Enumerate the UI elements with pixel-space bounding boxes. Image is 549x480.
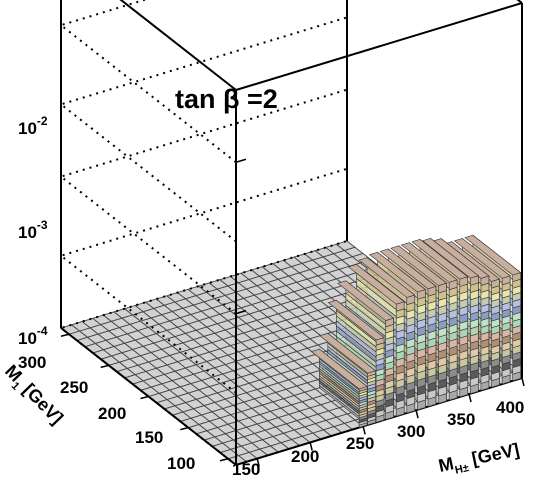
bar-top <box>453 238 511 279</box>
gridlines <box>58 0 348 466</box>
x-tick-label: 200 <box>291 447 319 466</box>
bar-top <box>379 248 437 290</box>
bar-top <box>310 348 368 390</box>
x-tick-mark <box>256 458 260 467</box>
x-tick-mark <box>468 393 472 403</box>
y-tick-mark <box>60 333 70 337</box>
x-tick-mark <box>415 410 419 419</box>
bar-top <box>327 299 385 341</box>
gridline <box>58 167 348 394</box>
y-tick-label: 100 <box>167 454 195 473</box>
bars <box>310 234 522 428</box>
gridline <box>58 88 348 315</box>
x-tick-label: 350 <box>447 410 475 429</box>
x-tick-label: 150 <box>232 460 260 479</box>
x-axis-tick-labels: 150 200 250 300 350 400 <box>232 398 524 479</box>
box-front-edges <box>119 0 523 465</box>
x-axis-title: MH± [GeV] <box>437 439 522 480</box>
x-tick-mark <box>309 442 313 451</box>
y-tick-mark <box>140 395 149 400</box>
bar-top <box>421 238 479 279</box>
z-tick-label: 10-3 <box>18 218 48 242</box>
z-tick-label: 10-2 <box>18 114 48 138</box>
z-tick-mark <box>235 309 247 315</box>
box-edge <box>235 2 523 91</box>
z-tick-mark <box>235 158 247 163</box>
y-tick-label: 200 <box>98 404 126 423</box>
gridline <box>58 16 348 243</box>
y-axis-tick-labels: 300 250 200 150 100 <box>18 353 195 473</box>
y-tick-label: 150 <box>135 428 163 447</box>
bar-top <box>369 251 426 293</box>
bar-top <box>390 245 448 286</box>
bar-top <box>411 239 469 280</box>
z-axis-labels: 10-4 10-3 10-2 <box>18 114 48 348</box>
y-tick-mark <box>100 364 109 369</box>
gridline <box>58 240 348 466</box>
axis-ticks <box>60 158 525 467</box>
bar-top <box>347 264 405 305</box>
y-tick-label: 300 <box>18 353 46 372</box>
bar-top <box>337 280 395 321</box>
y-tick-mark <box>180 426 189 431</box>
box-edge <box>516 0 523 4</box>
x-tick-label: 400 <box>496 398 524 417</box>
y-tick-mark <box>219 458 229 462</box>
x-tick-label: 300 <box>397 422 425 441</box>
bar-top <box>464 234 522 276</box>
z-tick-mark <box>235 461 247 466</box>
x-tick-label: 250 <box>346 434 374 453</box>
annotation-text: tan β =2 <box>175 84 278 114</box>
y-tick-label: 250 <box>60 378 88 397</box>
box-edge <box>119 0 237 91</box>
x-tick-mark <box>362 426 366 435</box>
z-tick-label: 10-4 <box>18 324 48 348</box>
bar-top <box>358 257 416 298</box>
bar-top <box>400 242 458 283</box>
gridline <box>58 0 237 164</box>
bar-top <box>319 333 377 374</box>
x-tick-mark <box>521 377 525 387</box>
